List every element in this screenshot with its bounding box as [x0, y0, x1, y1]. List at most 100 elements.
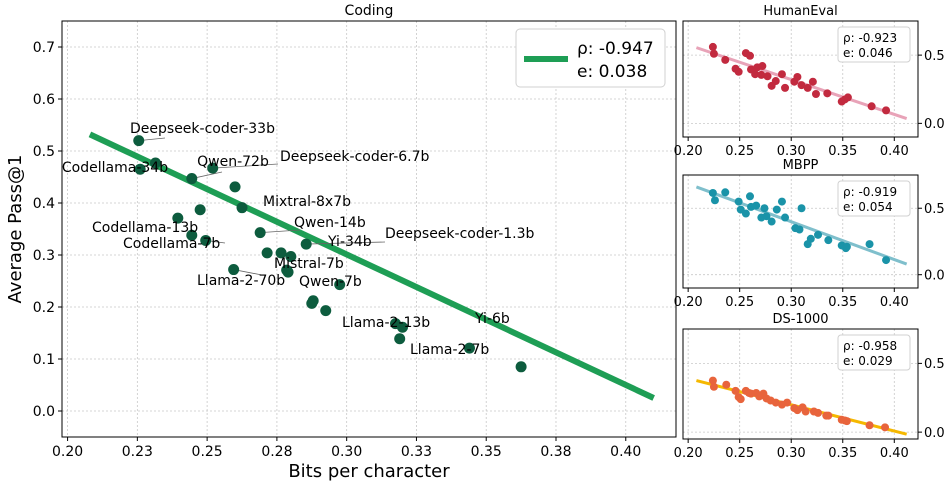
- x-tick-label: 0.25: [725, 295, 754, 310]
- y-tick-label: 0.5: [924, 202, 944, 217]
- data-point: [396, 321, 408, 333]
- legend-rho: ρ: -0.958: [843, 339, 897, 353]
- annotation-leader: [306, 241, 386, 245]
- data-point: [320, 305, 332, 317]
- data-point: [757, 70, 766, 79]
- data-point: [229, 181, 241, 193]
- data-point: [811, 90, 820, 99]
- y-tick-label: 0.0: [924, 426, 944, 441]
- y-tick-label: 0.7: [33, 40, 55, 56]
- data-point: [751, 70, 760, 79]
- x-tick-label: 0.25: [725, 144, 754, 159]
- data-point: [771, 77, 780, 86]
- x-tick-label: 0.35: [828, 144, 857, 159]
- data-point: [881, 423, 890, 432]
- x-tick-label: 0.40: [610, 444, 641, 460]
- x-tick-label: 0.30: [777, 446, 806, 461]
- data-point: [842, 417, 851, 426]
- data-point: [734, 197, 743, 206]
- data-point: [814, 408, 823, 417]
- y-tick-label: 0.3: [33, 248, 55, 264]
- x-tick-label: 0.20: [674, 144, 703, 159]
- x-tick-label: 0.38: [540, 444, 571, 460]
- data-point: [261, 247, 273, 259]
- data-point: [708, 376, 717, 385]
- data-point: [133, 135, 145, 147]
- data-point: [882, 106, 891, 115]
- data-point: [758, 62, 767, 71]
- point-label: Yi-6b: [474, 311, 510, 327]
- data-point: [236, 202, 248, 214]
- data-point: [282, 266, 294, 278]
- data-point: [515, 361, 527, 373]
- data-point: [306, 297, 318, 309]
- y-tick-label: 0.6: [33, 92, 55, 108]
- legend-e: e: 0.054: [843, 200, 893, 214]
- chart-title: HumanEval: [763, 4, 837, 19]
- data-point: [772, 205, 781, 214]
- legend-e: e: 0.038: [577, 62, 647, 82]
- legend-rho: ρ: -0.947: [577, 39, 654, 59]
- data-point: [767, 217, 776, 226]
- point-label: Codellama-7b: [123, 236, 220, 252]
- data-point: [721, 188, 730, 197]
- point-label: Codellama-13b: [92, 220, 198, 236]
- x-tick-label: 0.25: [725, 446, 754, 461]
- data-point: [463, 342, 475, 354]
- data-point: [709, 49, 718, 58]
- point-label: Qwen-7b: [299, 274, 362, 290]
- data-point: [781, 213, 790, 222]
- data-point: [865, 421, 874, 430]
- data-point: [824, 411, 833, 420]
- data-point: [731, 386, 740, 395]
- data-point: [745, 192, 754, 201]
- data-point: [843, 93, 852, 102]
- data-point: [763, 72, 772, 81]
- data-point: [865, 240, 874, 249]
- x-tick-label: 0.25: [192, 444, 223, 460]
- data-point: [194, 204, 206, 216]
- data-point: [709, 382, 718, 391]
- data-point: [867, 102, 876, 111]
- data-point: [797, 81, 806, 90]
- data-point: [795, 225, 804, 234]
- legend-box: [837, 26, 911, 63]
- x-tick-label: 0.40: [880, 295, 909, 310]
- chart-title: Coding: [345, 3, 394, 19]
- x-tick-label: 0.20: [674, 295, 703, 310]
- data-point: [200, 234, 212, 246]
- data-point: [824, 236, 833, 245]
- y-tick-label: 0.0: [924, 268, 944, 283]
- data-point: [334, 279, 346, 291]
- y-tick-label: 0.2: [33, 300, 55, 316]
- chart-title: MBPP: [783, 158, 819, 173]
- chart-panel-0: Deepseek-coder-33b Codellama-34b Qwen-72b D…: [5, 3, 677, 481]
- data-point: [806, 234, 815, 243]
- point-label: Llama-2-13b: [342, 315, 430, 331]
- y-tick-label: 0.5: [924, 357, 944, 372]
- data-point: [172, 212, 184, 224]
- data-point: [814, 230, 823, 239]
- point-label: Deepseek-coder-6.7b: [280, 149, 430, 165]
- fit-line: [88, 131, 655, 401]
- x-tick-label: 0.33: [401, 444, 432, 460]
- chart-panel-2: 0.20 0.25 0.30 0.35 0.40 0.0 0.5 MBPP ρ: -0.919e…: [674, 158, 944, 310]
- data-point: [254, 227, 266, 239]
- data-point: [777, 197, 786, 206]
- x-tick-label: 0.40: [880, 446, 909, 461]
- y-tick-label: 0.5: [33, 144, 55, 160]
- x-tick-label: 0.35: [828, 295, 857, 310]
- data-point: [797, 204, 806, 213]
- data-point: [783, 398, 792, 407]
- x-tick-label: 0.20: [52, 444, 83, 460]
- data-point: [275, 247, 287, 259]
- data-point: [134, 163, 146, 175]
- data-point: [708, 188, 717, 197]
- x-tick-label: 0.35: [828, 446, 857, 461]
- x-tick-label: 0.30: [331, 444, 362, 460]
- data-point: [186, 229, 198, 241]
- point-label: Qwen-14b: [294, 215, 366, 231]
